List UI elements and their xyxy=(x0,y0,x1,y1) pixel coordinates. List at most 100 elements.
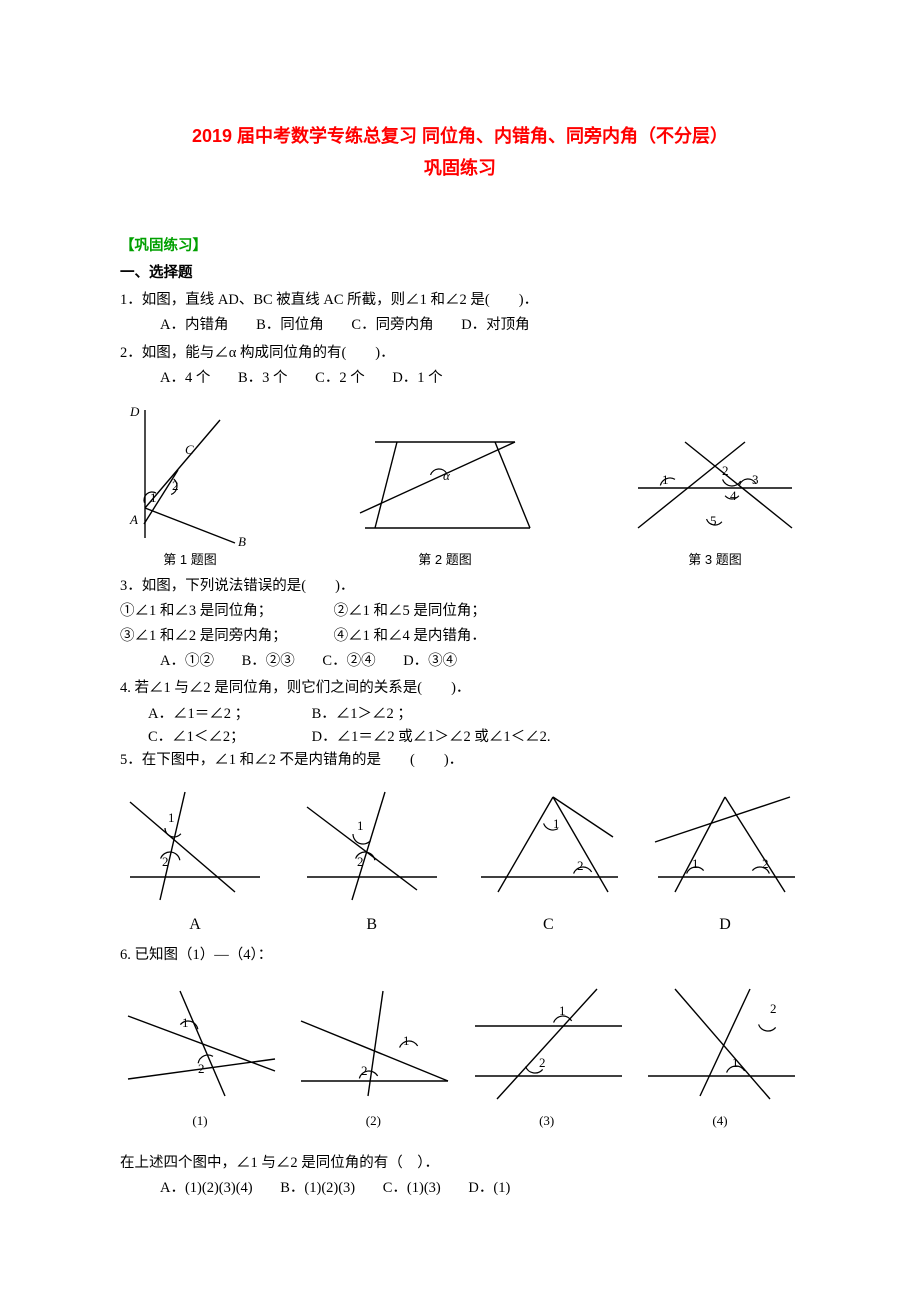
q5-figure-label-C: C xyxy=(473,912,623,938)
q4-opt-a: A．∠1＝∠2 ； xyxy=(148,703,308,726)
svg-text:1: 1 xyxy=(553,816,560,831)
figure-2-label: 第 2 题图 xyxy=(355,550,535,571)
q2-opt-c: C．2 个 xyxy=(315,370,365,386)
question-2-options: A．4 个 B．3 个 C．2 个 D．1 个 xyxy=(120,367,800,390)
q2-opt-b: B．3 个 xyxy=(238,370,288,386)
q2-opt-a: A．4 个 xyxy=(160,370,210,386)
q4-opts-row2: C．∠1＜∠2； D．∠1＝∠2 或∠1＞∠2 或∠1＜∠2. xyxy=(120,726,800,749)
svg-text:2: 2 xyxy=(357,854,364,869)
page-title: 2019 届中考数学专练总复习 同位角、内错角、同旁内角（不分层） 巩固练习 xyxy=(120,120,800,185)
svg-text:B: B xyxy=(238,534,246,548)
q5-figure-label-D: D xyxy=(650,912,800,938)
figure-3-svg: 1 2 345 xyxy=(630,428,800,548)
svg-text:2: 2 xyxy=(539,1055,546,1070)
figure-2-svg: α xyxy=(355,408,535,548)
svg-text:1: 1 xyxy=(168,810,175,825)
q6-figure-3: 1 2 (3) xyxy=(467,981,627,1132)
q3-opt-d: D．③④ xyxy=(403,653,457,669)
q1-opt-c: C．同旁内角 xyxy=(351,317,433,333)
svg-text:1: 1 xyxy=(182,1015,189,1030)
q5-figure-B: 1 2 B xyxy=(297,782,447,938)
svg-text:C: C xyxy=(185,442,194,457)
q6-figure-label-2: (2) xyxy=(293,1111,453,1132)
q4-opt-b: B．∠1＞∠2 ； xyxy=(312,706,412,722)
svg-text:2: 2 xyxy=(770,1001,777,1016)
title-line-1: 2019 届中考数学专练总复习 同位角、内错角、同旁内角（不分层） xyxy=(120,120,800,152)
q4-opt-c: C．∠1＜∠2； xyxy=(148,726,308,749)
q3-opt-b: B．②③ xyxy=(242,653,295,669)
question-1-options: A．内错角 B．同位角 C．同旁内角 D．对顶角 xyxy=(120,314,800,337)
svg-text:α: α xyxy=(443,468,451,483)
svg-text:2: 2 xyxy=(361,1063,368,1078)
q5-figure-D: 1 2 D xyxy=(650,782,800,938)
q3-stmt-row1: ①∠1 和∠3 是同位角； ②∠1 和∠5 是同位角； xyxy=(120,600,800,623)
figure-row-1: DC12AB 第 1 题图 α 第 2 题图 12345 第 3 题图 xyxy=(120,398,800,571)
svg-text:1: 1 xyxy=(662,472,669,487)
svg-text:1: 1 xyxy=(732,1055,739,1070)
q5-figure-A: 1 2 A xyxy=(120,782,270,938)
svg-text:5: 5 xyxy=(710,513,717,528)
title-line-2: 巩固练习 xyxy=(120,152,800,184)
figure-3: 1 2 345 第 3 题图 xyxy=(630,428,800,571)
figure-3-label: 第 3 题图 xyxy=(630,550,800,571)
svg-text:2: 2 xyxy=(172,478,179,493)
q6-figure-label-1: (1) xyxy=(120,1111,280,1132)
question-1: 1．如图，直线 AD、BC 被直线 AC 所截，则∠1 和∠2 是( )． xyxy=(120,289,800,312)
q6-figure-label-4: (4) xyxy=(640,1111,800,1132)
svg-text:A: A xyxy=(129,512,138,527)
q1-opt-b: B．同位角 xyxy=(256,317,324,333)
question-5: 5．在下图中，∠1 和∠2 不是内错角的是 ( )． xyxy=(120,749,800,772)
q1-opt-a: A．内错角 xyxy=(160,317,228,333)
q3-stmt-2: ②∠1 和∠5 是同位角； xyxy=(334,603,486,619)
question-3: 3．如图，下列说法错误的是( )． xyxy=(120,575,800,598)
svg-text:1: 1 xyxy=(357,818,364,833)
q3-opt-c: C．②④ xyxy=(322,653,375,669)
q6-figure-4: 2 1 (4) xyxy=(640,981,800,1132)
figure-1-svg: D C 12 A B xyxy=(120,398,260,548)
q6-figure-2: 1 2 (2) xyxy=(293,981,453,1132)
svg-text:D: D xyxy=(129,404,140,419)
svg-text:3: 3 xyxy=(752,472,759,487)
section-heading: 一、选择题 xyxy=(120,262,800,285)
figure-2: α 第 2 题图 xyxy=(355,408,535,571)
q6-figure-label-3: (3) xyxy=(467,1111,627,1132)
q3-stmt-4: ④∠1 和∠4 是内错角． xyxy=(334,628,486,644)
q6-opt-a: A．(1)(2)(3)(4) xyxy=(160,1180,253,1196)
svg-text:2: 2 xyxy=(722,463,729,478)
svg-text:2: 2 xyxy=(577,858,584,873)
q4-opts-row1: A．∠1＝∠2 ； B．∠1＞∠2 ； xyxy=(120,703,800,726)
svg-text:2: 2 xyxy=(762,856,769,871)
question-3-options: A．①② B．②③ C．②④ D．③④ xyxy=(120,650,800,673)
q6-figure-1: 1 2 (1) xyxy=(120,981,280,1132)
q3-stmt-3: ③∠1 和∠2 是同旁内角； xyxy=(120,625,330,648)
question-2: 2．如图，能与∠α 构成同位角的有( )． xyxy=(120,342,800,365)
q3-opt-a: A．①② xyxy=(160,653,214,669)
question-6-figures: 1 2 (1) 1 2 (2) 1 2 (3) 2 1 (4) xyxy=(120,981,800,1132)
figure-1-label: 第 1 题图 xyxy=(120,550,260,571)
svg-text:4: 4 xyxy=(730,488,737,503)
question-5-figures: 1 2 A 1 2 B 1 2 C 1 2 D xyxy=(120,782,800,938)
svg-text:2: 2 xyxy=(198,1061,205,1076)
q5-figure-C: 1 2 C xyxy=(473,782,623,938)
section-tag: 【巩固练习】 xyxy=(120,235,800,258)
q3-stmt-1: ①∠1 和∠3 是同位角； xyxy=(120,600,330,623)
question-4: 4. 若∠1 与∠2 是同位角，则它们之间的关系是( )． xyxy=(120,677,800,700)
svg-text:1: 1 xyxy=(403,1033,410,1048)
q6-opt-d: D．(1) xyxy=(468,1180,510,1196)
q4-opt-d: D．∠1＝∠2 或∠1＞∠2 或∠1＜∠2. xyxy=(312,729,551,745)
q6-opt-c: C．(1)(3) xyxy=(383,1180,441,1196)
figure-1: D C 12 A B 第 1 题图 xyxy=(120,398,260,571)
q2-opt-d: D．1 个 xyxy=(392,370,442,386)
question-6: 6. 已知图（1）—（4）： xyxy=(120,944,800,967)
svg-text:2: 2 xyxy=(162,854,169,869)
q5-figure-label-B: B xyxy=(297,912,447,938)
question-6-follow: 在上述四个图中，∠1 与∠2 是同位角的有（ ）． xyxy=(120,1152,800,1175)
q5-figure-label-A: A xyxy=(120,912,270,938)
q3-stmt-row2: ③∠1 和∠2 是同旁内角； ④∠1 和∠4 是内错角． xyxy=(120,625,800,648)
svg-text:1: 1 xyxy=(692,856,699,871)
question-6-options: A．(1)(2)(3)(4) B．(1)(2)(3) C．(1)(3) D．(1… xyxy=(120,1177,800,1200)
svg-text:1: 1 xyxy=(559,1003,566,1018)
q6-opt-b: B．(1)(2)(3) xyxy=(280,1180,355,1196)
q1-opt-d: D．对顶角 xyxy=(461,317,529,333)
svg-text:1: 1 xyxy=(150,490,157,505)
